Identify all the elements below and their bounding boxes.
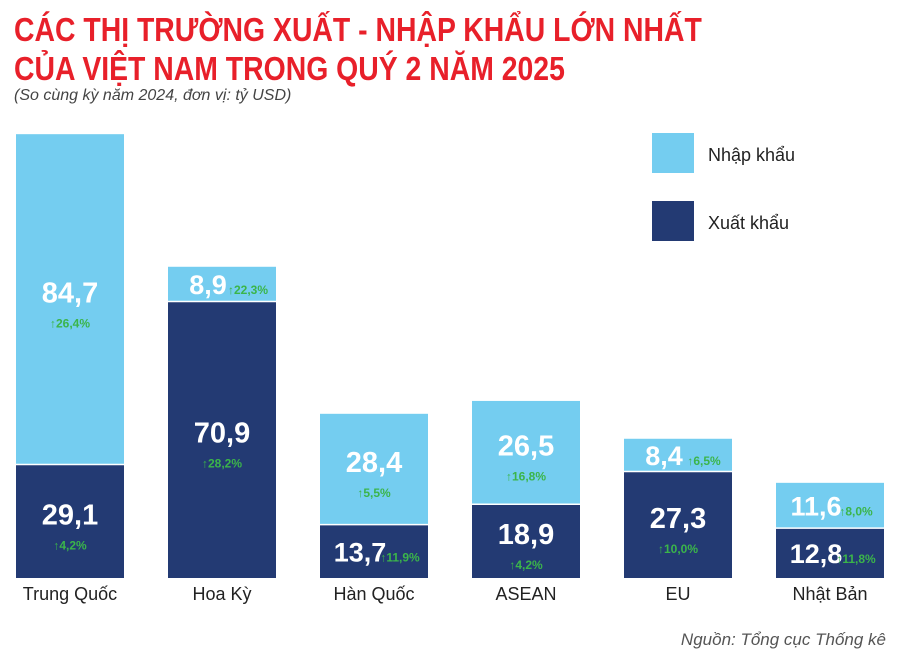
import-value-label: 8,9 <box>189 270 227 300</box>
bar-import <box>16 134 124 465</box>
category-label: Trung Quốc <box>23 584 117 604</box>
import-value-label: 26,5 <box>498 431 554 463</box>
import-growth-label: ↑16,8% <box>506 470 546 484</box>
export-growth-label: ↑11,8% <box>836 552 876 566</box>
chart-subtitle: (So cùng kỳ năm 2024, đơn vị: tỷ USD) <box>14 87 292 104</box>
title-line-2: CỦA VIỆT NAM TRONG QUÝ 2 NĂM 2025 <box>14 50 565 87</box>
legend-label-export: Xuất khẩu <box>708 213 789 233</box>
chart-title: CÁC THỊ TRƯỜNG XUẤT - NHẬP KHẨU LỚN NHẤT… <box>14 10 702 88</box>
export-growth-label: ↑4,2% <box>53 538 87 552</box>
export-value-label: 29,1 <box>42 499 98 531</box>
export-growth-label: ↑10,0% <box>658 542 698 556</box>
bar-export <box>320 524 428 578</box>
category-label: Hàn Quốc <box>333 584 414 604</box>
category-label: ASEAN <box>495 584 556 604</box>
export-value-label: 27,3 <box>650 503 706 535</box>
bar-import <box>168 266 276 302</box>
legend-label-import: Nhập khẩu <box>708 145 795 165</box>
export-value-label: 13,7 <box>334 537 387 567</box>
bar-import <box>624 438 732 472</box>
import-growth-label: ↑5,5% <box>357 486 391 500</box>
bar-export <box>472 504 580 578</box>
import-growth-label: ↑22,3% <box>228 283 268 297</box>
import-value-label: 28,4 <box>346 447 402 479</box>
bar-export <box>16 464 124 578</box>
import-value-label: 11,6 <box>790 491 841 521</box>
legend-swatch-import <box>652 133 694 173</box>
export-growth-label: ↑4,2% <box>509 558 543 572</box>
category-label: EU <box>665 584 690 604</box>
export-value-label: 18,9 <box>498 519 554 551</box>
title-line-1: CÁC THỊ TRƯỜNG XUẤT - NHẬP KHẨU LỚN NHẤT <box>14 11 702 48</box>
bar-export <box>168 301 276 578</box>
export-growth-label: ↑28,2% <box>202 457 242 471</box>
category-label: Hoa Kỳ <box>192 584 251 604</box>
import-value-label: 84,7 <box>42 277 98 309</box>
export-value-label: 70,9 <box>194 418 250 450</box>
bar-import <box>320 413 428 525</box>
import-growth-label: ↑26,4% <box>50 316 90 330</box>
import-growth-label: ↑6,5% <box>687 454 721 468</box>
source-note: Nguồn: Tổng cục Thống kê <box>680 630 886 649</box>
bar-import <box>472 400 580 505</box>
export-value-label: 12,8 <box>790 539 843 569</box>
category-label: Nhật Bản <box>792 584 867 604</box>
bar-export <box>624 471 732 578</box>
bar-export <box>776 528 884 578</box>
import-value-label: 8,4 <box>645 441 683 471</box>
bar-import <box>776 482 884 529</box>
legend-swatch-export <box>652 201 694 241</box>
export-growth-label: ↑11,9% <box>380 550 420 564</box>
import-growth-label: ↑8,0% <box>839 504 873 518</box>
